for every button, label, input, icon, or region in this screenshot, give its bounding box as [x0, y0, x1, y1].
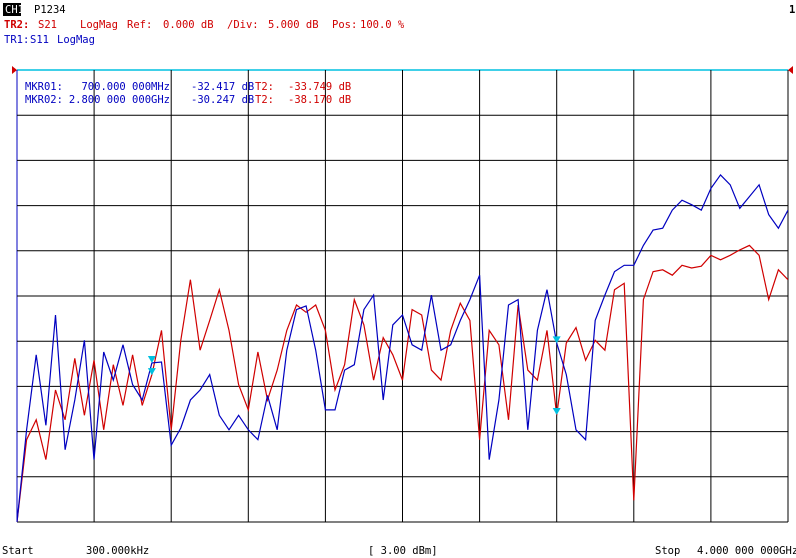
trace-name: S11	[30, 34, 49, 46]
marker-value: -38.170 dB	[288, 94, 351, 106]
div-label: /Div:	[227, 19, 259, 31]
pos: 100.0 %	[360, 19, 405, 31]
trace	[17, 244, 788, 522]
marker-value: -30.247 dB	[191, 94, 254, 106]
marker-value: -32.417 dB	[191, 81, 254, 93]
ref: 0.000 dB	[163, 19, 214, 31]
marker	[552, 336, 561, 344]
marker	[552, 408, 561, 416]
window-number: 1	[789, 4, 795, 16]
channel: CH1	[5, 4, 24, 16]
trace-format: LogMag	[57, 34, 95, 46]
marker-label: MKR01:	[25, 81, 63, 93]
trace-name: S21	[38, 19, 57, 31]
stop: 4.000 000 000GHz	[697, 545, 796, 557]
port: P1234	[34, 4, 66, 16]
stop-label: Stop	[655, 545, 680, 557]
marker-value: -33.749 dB	[288, 81, 351, 93]
power: [ 3.00 dBm]	[368, 545, 438, 557]
marker-trace2: T2:	[255, 81, 274, 93]
trace	[17, 173, 788, 522]
marker-trace2: T2:	[255, 94, 274, 106]
channel-box	[3, 3, 21, 16]
trace-format: LogMag	[80, 19, 118, 31]
marker-label: MKR02:	[25, 94, 63, 106]
trace-label: TR1:	[4, 34, 29, 46]
ref-label: Ref:	[127, 19, 152, 31]
trace-label: TR2:	[4, 19, 29, 31]
marker	[147, 356, 156, 364]
start-label: Start	[2, 545, 34, 557]
div: 5.000 dB	[268, 19, 319, 31]
pos-label: Pos:	[332, 19, 357, 31]
marker-x: 2.800 000 000GHz	[69, 94, 170, 106]
marker	[147, 368, 156, 376]
start: 300.000kHz	[86, 545, 149, 557]
marker-x: 700.000 000MHz	[81, 81, 170, 93]
ref-arrow	[788, 66, 793, 74]
ref-arrow	[12, 66, 17, 74]
